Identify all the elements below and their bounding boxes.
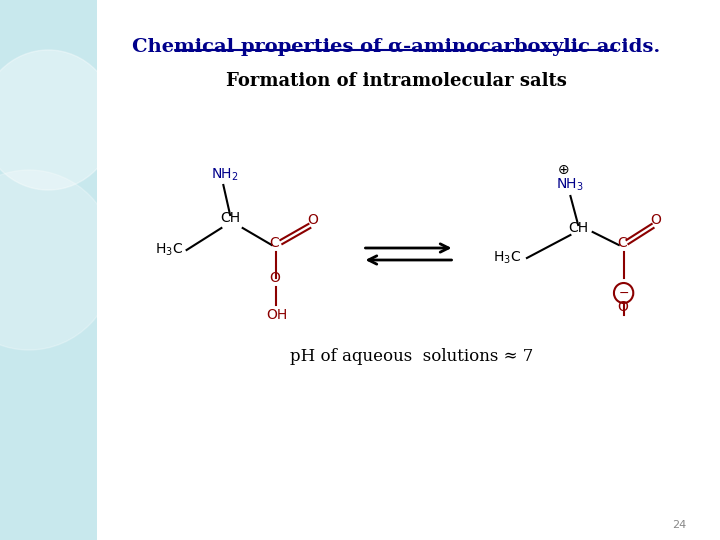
Text: CH: CH <box>220 211 240 225</box>
Text: NH$_3$: NH$_3$ <box>556 177 584 193</box>
Bar <box>0 0 96 540</box>
Text: O: O <box>617 300 628 314</box>
Text: C: C <box>617 236 626 250</box>
Text: C: C <box>269 236 279 250</box>
Text: O: O <box>269 271 279 285</box>
Text: pH of aqueous  solutions ≈ 7: pH of aqueous solutions ≈ 7 <box>290 348 534 365</box>
Text: −: − <box>618 287 629 300</box>
Text: O: O <box>651 213 662 227</box>
Text: ⊕: ⊕ <box>558 163 570 177</box>
Text: 24: 24 <box>672 520 686 530</box>
Text: CH: CH <box>569 221 589 235</box>
Text: O: O <box>307 213 318 227</box>
Text: Formation of intramolecular salts: Formation of intramolecular salts <box>226 72 567 90</box>
Text: NH$_2$: NH$_2$ <box>211 167 238 183</box>
Circle shape <box>0 170 116 350</box>
Text: Chemical properties of α-aminocarboxylic acids.: Chemical properties of α-aminocarboxylic… <box>132 38 660 56</box>
Circle shape <box>0 50 116 190</box>
Text: OH: OH <box>266 308 287 322</box>
Text: H$_3$C: H$_3$C <box>493 250 521 266</box>
Text: H$_3$C: H$_3$C <box>155 242 183 258</box>
